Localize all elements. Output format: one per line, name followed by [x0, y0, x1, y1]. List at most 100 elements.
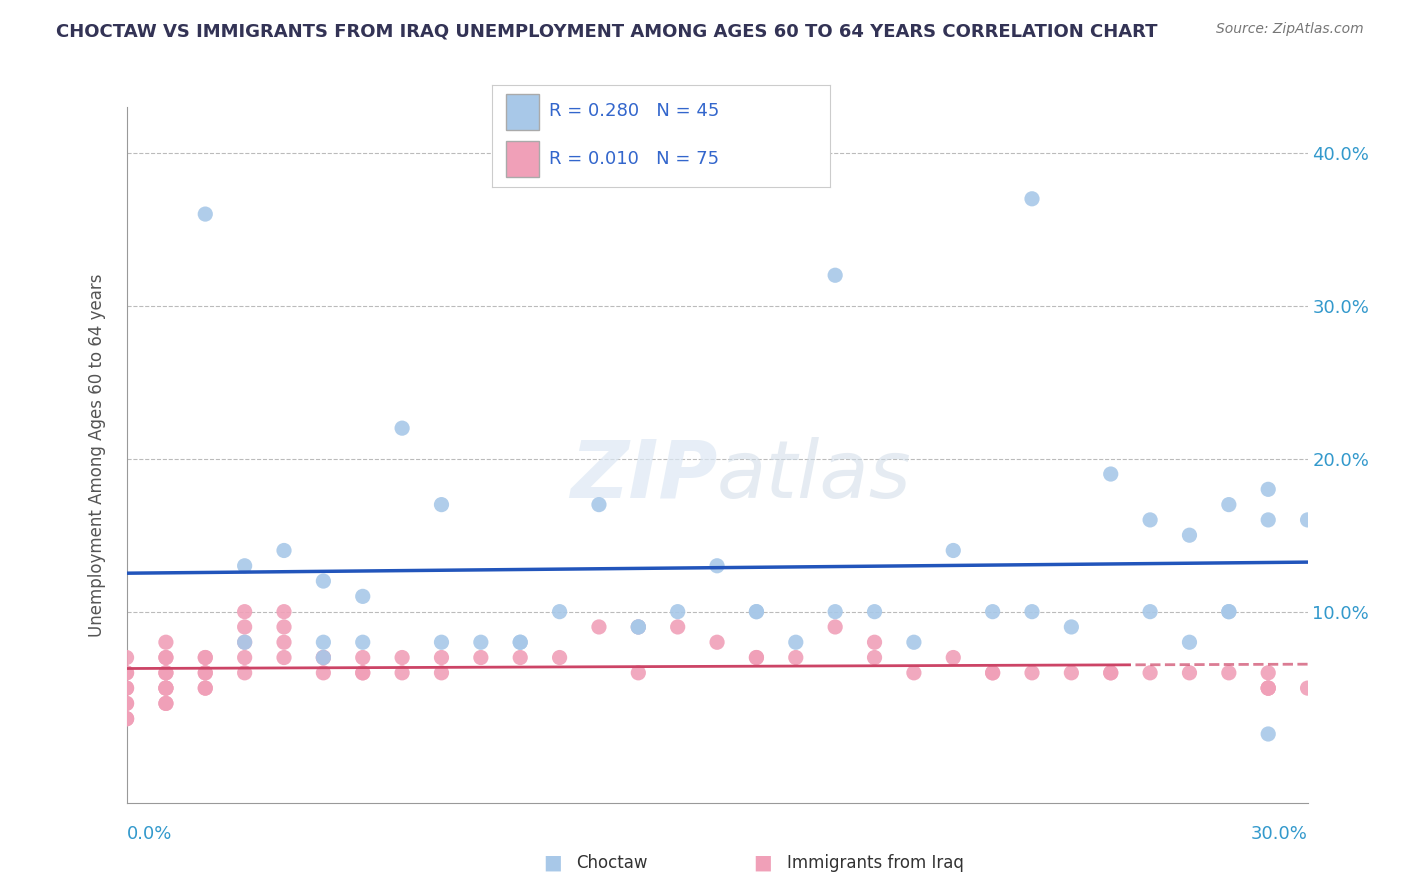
Point: [115, 697, 138, 711]
Point: [824, 605, 846, 619]
Point: [273, 620, 295, 634]
Point: [430, 650, 453, 665]
Point: [352, 635, 374, 649]
Text: R = 0.010   N = 75: R = 0.010 N = 75: [550, 150, 720, 168]
Point: [194, 650, 217, 665]
Point: [1099, 467, 1122, 481]
Point: [745, 650, 768, 665]
Point: [548, 650, 571, 665]
Point: [1060, 665, 1083, 680]
Point: [627, 665, 650, 680]
Point: [233, 665, 256, 680]
Point: [233, 635, 256, 649]
Point: [824, 268, 846, 283]
Point: [194, 207, 217, 221]
Point: [1178, 528, 1201, 542]
Point: [981, 665, 1004, 680]
Point: [312, 635, 335, 649]
Point: [312, 650, 335, 665]
Point: [1257, 483, 1279, 497]
Text: CHOCTAW VS IMMIGRANTS FROM IRAQ UNEMPLOYMENT AMONG AGES 60 TO 64 YEARS CORRELATI: CHOCTAW VS IMMIGRANTS FROM IRAQ UNEMPLOY…: [56, 22, 1157, 40]
Text: Choctaw: Choctaw: [576, 855, 648, 872]
Point: [1218, 605, 1240, 619]
Point: [1257, 681, 1279, 695]
Point: [1296, 513, 1319, 527]
Point: [745, 650, 768, 665]
Point: [1139, 665, 1161, 680]
Point: [903, 665, 925, 680]
Point: [233, 605, 256, 619]
Point: [155, 650, 177, 665]
Point: [706, 558, 728, 573]
Point: [745, 605, 768, 619]
Point: [430, 665, 453, 680]
Point: [155, 650, 177, 665]
Point: [194, 681, 217, 695]
Text: Source: ZipAtlas.com: Source: ZipAtlas.com: [1216, 22, 1364, 37]
FancyBboxPatch shape: [506, 141, 540, 177]
Point: [1021, 665, 1043, 680]
Point: [666, 620, 689, 634]
Point: [1139, 513, 1161, 527]
Y-axis label: Unemployment Among Ages 60 to 64 years: Unemployment Among Ages 60 to 64 years: [87, 273, 105, 637]
Point: [1296, 681, 1319, 695]
Point: [509, 650, 531, 665]
Point: [785, 635, 807, 649]
Text: ZIP: ZIP: [569, 437, 717, 515]
Point: [981, 605, 1004, 619]
Point: [115, 681, 138, 695]
Point: [155, 681, 177, 695]
Point: [115, 681, 138, 695]
Point: [1060, 620, 1083, 634]
Point: [194, 665, 217, 680]
Point: [115, 712, 138, 726]
Point: [352, 665, 374, 680]
Point: [115, 712, 138, 726]
Point: [1099, 665, 1122, 680]
Point: [666, 605, 689, 619]
Point: [863, 635, 886, 649]
Point: [785, 650, 807, 665]
Point: [1178, 665, 1201, 680]
Point: [155, 681, 177, 695]
Point: [273, 543, 295, 558]
Point: [115, 665, 138, 680]
Point: [155, 697, 177, 711]
Point: [155, 665, 177, 680]
Point: [233, 620, 256, 634]
Point: [312, 574, 335, 588]
Text: ▪: ▪: [541, 849, 562, 878]
Point: [824, 620, 846, 634]
Point: [155, 665, 177, 680]
Point: [627, 620, 650, 634]
Point: [863, 650, 886, 665]
Point: [233, 558, 256, 573]
Point: [1257, 513, 1279, 527]
Point: [115, 665, 138, 680]
Point: [273, 635, 295, 649]
Text: ▪: ▪: [752, 849, 773, 878]
Point: [588, 620, 610, 634]
Point: [509, 635, 531, 649]
Point: [509, 635, 531, 649]
Point: [548, 605, 571, 619]
Point: [352, 650, 374, 665]
Point: [1139, 605, 1161, 619]
Point: [706, 635, 728, 649]
Point: [391, 650, 413, 665]
Point: [273, 605, 295, 619]
Point: [1218, 665, 1240, 680]
Point: [627, 620, 650, 634]
Point: [352, 590, 374, 604]
Point: [1218, 498, 1240, 512]
Point: [352, 665, 374, 680]
Point: [627, 620, 650, 634]
Point: [155, 635, 177, 649]
Point: [942, 543, 965, 558]
Point: [1021, 605, 1043, 619]
Point: [115, 712, 138, 726]
Point: [312, 665, 335, 680]
Point: [312, 650, 335, 665]
Point: [1099, 665, 1122, 680]
Text: 30.0%: 30.0%: [1251, 825, 1308, 843]
